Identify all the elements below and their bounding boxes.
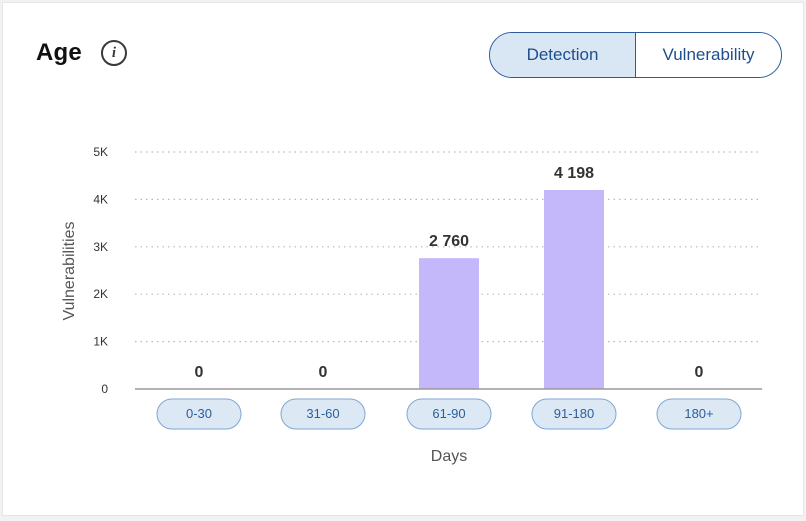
category-pill-bg — [406, 398, 492, 430]
category-pill[interactable]: 31-60 — [280, 398, 366, 430]
category-pill[interactable]: 91-180 — [531, 398, 617, 430]
toggle-detection-button[interactable]: Detection — [490, 33, 636, 77]
category-pill-bg — [531, 398, 617, 430]
y-axis-title: Vulnerabilities — [61, 221, 78, 320]
category-pill[interactable]: 180+ — [656, 398, 742, 430]
y-tick-label: 3K — [93, 240, 108, 254]
card-title: Age — [36, 39, 82, 66]
y-tick-label: 4K — [93, 192, 108, 206]
category-pill[interactable]: 61-90 — [406, 398, 492, 430]
y-tick-label: 2K — [93, 287, 108, 301]
category-pill-bg — [656, 398, 742, 430]
bar-value-label: 0 — [319, 364, 328, 381]
bar-value-label: 2 760 — [429, 233, 469, 250]
category-label: 180+ — [684, 406, 713, 421]
category-pill[interactable]: 0-30 — [156, 398, 242, 430]
category-label: 61-90 — [432, 406, 465, 421]
bar-value-labels: 0 0 2 760 4 198 0 — [195, 165, 704, 381]
info-icon[interactable]: i — [101, 40, 127, 66]
category-pill-bg — [156, 398, 242, 430]
bar-value-label: 0 — [695, 364, 704, 381]
bar-value-label: 4 198 — [554, 165, 594, 182]
category-pills: 0-30 31-60 61-90 91-180 180+ — [156, 398, 742, 430]
category-label: 31-60 — [306, 406, 339, 421]
toggle-vulnerability-button[interactable]: Vulnerability — [636, 33, 781, 77]
bar-value-label: 0 — [195, 364, 204, 381]
category-pill-bg — [280, 398, 366, 430]
category-label: 0-30 — [186, 406, 212, 421]
bar[interactable] — [419, 258, 479, 389]
y-tick-label: 5K — [93, 145, 108, 159]
y-tick-label: 1K — [93, 335, 108, 349]
y-tick-label: 0 — [101, 382, 108, 396]
bar[interactable] — [544, 190, 604, 389]
x-axis-title: Days — [431, 448, 467, 465]
y-axis-ticks: 0 1K 2K 3K 4K 5K — [93, 145, 108, 396]
view-toggle: Detection Vulnerability — [489, 32, 782, 78]
category-label: 91-180 — [554, 406, 594, 421]
bars — [419, 190, 604, 389]
